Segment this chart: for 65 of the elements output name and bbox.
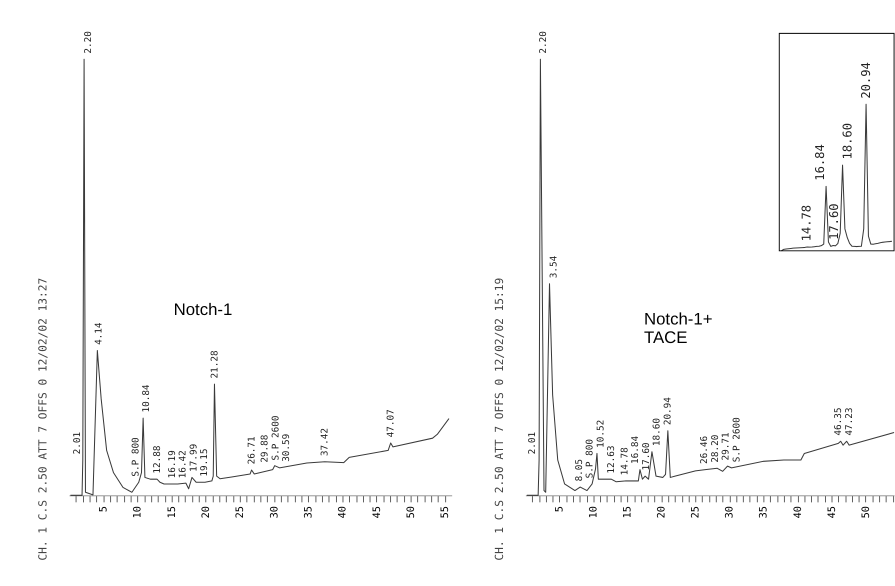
annotation: S.P 800 bbox=[584, 438, 596, 478]
annotation: 8.05 bbox=[574, 458, 585, 482]
annotation: 2.20 bbox=[82, 30, 94, 54]
annotation: 26.71 bbox=[246, 436, 258, 464]
annotation: 2.20 bbox=[538, 30, 549, 54]
annotation: 16.42 bbox=[178, 450, 189, 478]
annotation: S.P 800 bbox=[130, 436, 142, 477]
annotation: 10.52 bbox=[595, 420, 606, 448]
x-tick-label: 55 bbox=[439, 506, 452, 518]
annotation: 3.54 bbox=[548, 255, 560, 278]
x-tick-label: 45 bbox=[826, 506, 838, 518]
annotation: 28.20 bbox=[710, 434, 721, 463]
x-tick-label: 35 bbox=[758, 506, 770, 518]
x-tick-label: 45 bbox=[370, 506, 383, 518]
x-tick-label: 40 bbox=[336, 506, 349, 518]
x-tick-label: 15 bbox=[622, 506, 634, 518]
annotation: 17.60 bbox=[826, 203, 841, 240]
annotation: 14.78 bbox=[800, 204, 814, 242]
annotation: 17.60 bbox=[640, 442, 652, 471]
annotation: 16.84 bbox=[630, 436, 642, 464]
x-tick-label: 5 bbox=[554, 506, 566, 512]
x-tick-label: 10 bbox=[588, 506, 600, 518]
annotation: 21.28 bbox=[210, 350, 221, 379]
x-tick-label: 30 bbox=[724, 506, 736, 518]
text: CH. 1 C.S 2.50 ATT 7 OFFS 0 12/02/02 15:19 bbox=[493, 278, 506, 561]
x-tick-label: 30 bbox=[268, 506, 280, 518]
x-tick-label: 40 bbox=[792, 506, 804, 518]
x-tick-label: 20 bbox=[656, 506, 668, 518]
annotation: 47.23 bbox=[844, 408, 855, 436]
x-tick-label: 20 bbox=[200, 506, 212, 518]
annotation: 16.84 bbox=[813, 144, 828, 181]
x-tick-label: 5 bbox=[97, 506, 110, 512]
annotation: 16.19 bbox=[166, 450, 178, 478]
annotation: 2.01 bbox=[527, 432, 538, 454]
x-tick-label: 25 bbox=[234, 506, 246, 518]
annotation: 14.78 bbox=[619, 446, 630, 476]
annotation: 10.84 bbox=[141, 384, 152, 413]
x-tick-label: 35 bbox=[302, 506, 314, 518]
annotation: S.P 2600 bbox=[270, 415, 282, 460]
annotation: 2.01 bbox=[72, 432, 84, 454]
text: CH. 1 C.S 2.50 ATT 7 OFFS 0 12/02/02 13:27 bbox=[36, 278, 50, 561]
annotation: 26.46 bbox=[699, 436, 710, 464]
text: Notch-1+ TACE bbox=[644, 310, 713, 348]
text: Notch-1 bbox=[174, 300, 232, 320]
annotation: 19.15 bbox=[198, 448, 210, 477]
annotation: 20.94 bbox=[858, 62, 873, 99]
annotation: S.P 2600 bbox=[731, 416, 742, 462]
annotation: 20.94 bbox=[662, 396, 674, 426]
annotation: 46.35 bbox=[833, 408, 844, 436]
annotation: 18.60 bbox=[652, 418, 663, 446]
annotation: 4.14 bbox=[94, 322, 105, 345]
annotation: 17.99 bbox=[188, 444, 200, 472]
x-tick-label: 10 bbox=[132, 506, 144, 518]
annotation: 37.42 bbox=[320, 428, 331, 456]
annotation: 29.88 bbox=[260, 434, 271, 463]
x-tick-label: 15 bbox=[166, 506, 178, 518]
annotation: 18.60 bbox=[840, 122, 854, 160]
annotation: 29.71 bbox=[720, 432, 732, 460]
x-tick-label: 50 bbox=[404, 506, 417, 518]
annotation: 47.07 bbox=[385, 409, 396, 438]
annotation: 12.88 bbox=[152, 445, 163, 474]
annotation: 30.59 bbox=[281, 434, 292, 462]
x-tick-label: 50 bbox=[860, 506, 872, 518]
x-tick-label: 25 bbox=[690, 506, 702, 518]
annotation: 12.63 bbox=[606, 445, 618, 474]
